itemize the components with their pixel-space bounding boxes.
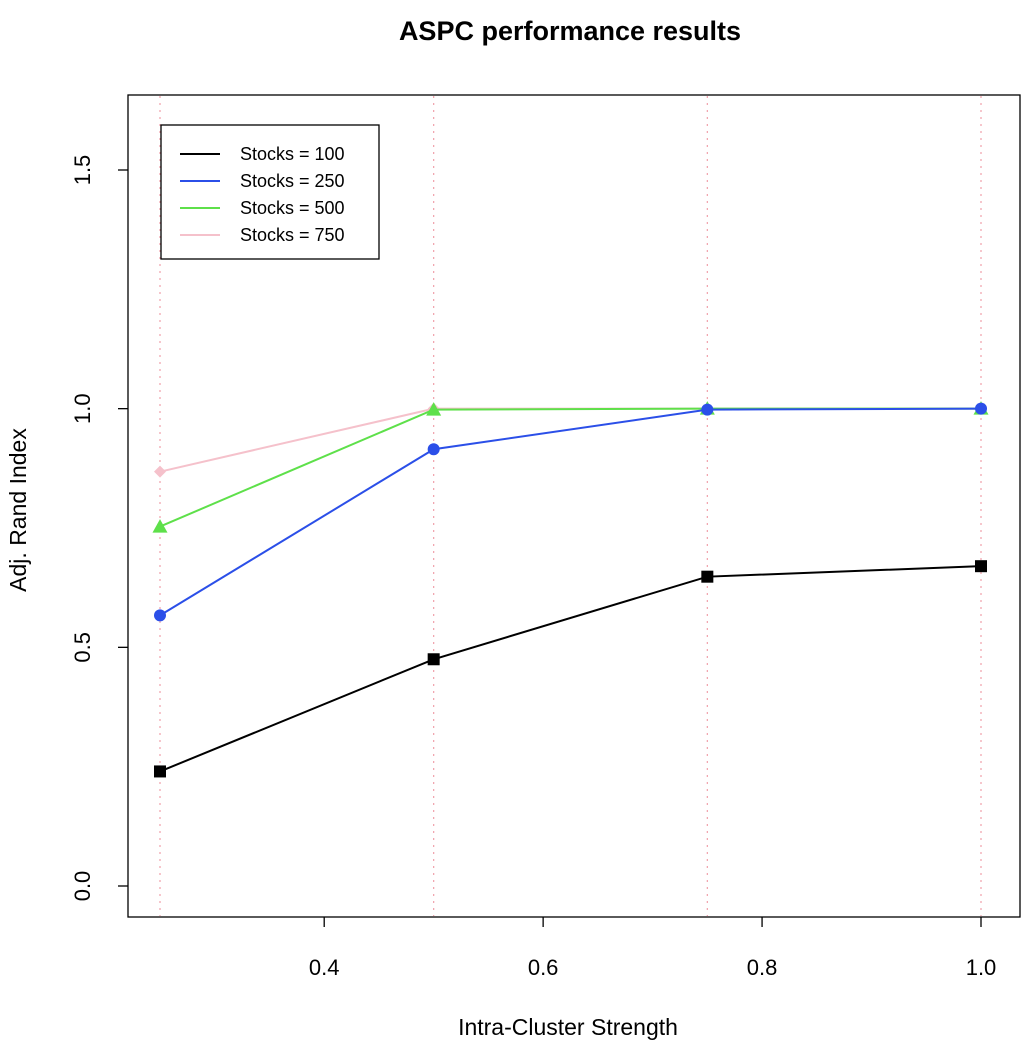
x-tick-label-3: 1.0: [966, 955, 997, 980]
y-axis-label: Adj. Rand Index: [5, 428, 31, 592]
x-axis-label: Intra-Cluster Strength: [458, 1014, 678, 1040]
series-0-point-1: [427, 653, 440, 666]
legend: Stocks = 100 Stocks = 250 Stocks = 500 Stoc…: [160, 124, 380, 260]
series-1-point-2: [701, 403, 714, 416]
series-3: [154, 402, 987, 478]
x-tick-label-1: 0.6: [528, 955, 559, 980]
y-tick-label-2: 1.0: [70, 393, 95, 424]
chart-title: ASPC performance results: [399, 16, 741, 46]
series-1-point-1: [427, 443, 440, 456]
legend-label-0: Stocks = 100: [240, 144, 345, 164]
series-1: [154, 402, 987, 622]
series-layer: [152, 401, 989, 778]
plot-frame: [127, 94, 1021, 918]
y-tick-label-1: 0.5: [70, 632, 95, 663]
legend-label-2: Stocks = 500: [240, 198, 345, 218]
legend-label-1: Stocks = 250: [240, 171, 345, 191]
series-line-1: [159, 407, 982, 617]
series-2-point-0: [152, 519, 168, 533]
series-2-point-1: [426, 402, 442, 416]
series-line-0: [159, 565, 982, 773]
series-0-point-2: [701, 570, 714, 583]
series-0: [154, 560, 987, 778]
series-0-point-0: [154, 765, 166, 778]
series-1-point-3: [975, 402, 987, 415]
legend-box: [160, 124, 380, 260]
x-tick-label-2: 0.8: [747, 955, 778, 980]
series-2: [152, 401, 989, 533]
series-1-point-0: [154, 609, 166, 622]
axes-layer: 0.4 0.6 0.8 1.0 0.0 0.5 1.0 1.5: [70, 155, 996, 980]
series-line-3: [159, 407, 981, 473]
series-3-point-0: [154, 465, 166, 478]
series-0-point-3: [975, 560, 987, 573]
legend-label-3: Stocks = 750: [240, 225, 345, 245]
y-tick-label-0: 0.0: [70, 871, 95, 902]
x-tick-label-0: 0.4: [309, 955, 340, 980]
y-tick-label-3: 1.5: [70, 155, 95, 186]
series-line-2: [159, 407, 981, 528]
